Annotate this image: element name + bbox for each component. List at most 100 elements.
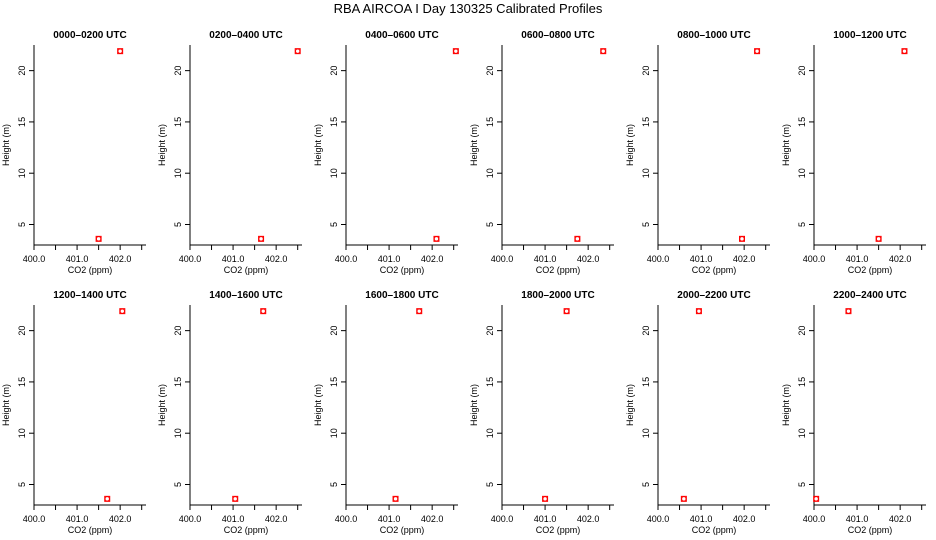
x-tick-label: 402.0 <box>421 254 444 264</box>
y-tick-label: 20 <box>641 66 651 76</box>
panel-7: 1400–1600 UTC 400.0 401.0 402.0 5 10 15 20 CO2 (… <box>157 290 302 535</box>
panel-title: 0800–1000 UTC <box>677 30 750 41</box>
y-tick-label: 20 <box>485 326 495 336</box>
y-tick-label: 5 <box>173 222 183 227</box>
panel-title: 0000–0200 UTC <box>53 30 126 41</box>
y-axis-label: Height (m) <box>781 384 791 426</box>
y-tick-label: 10 <box>173 168 183 178</box>
y-tick-label: 5 <box>17 222 27 227</box>
x-tick-label: 401.0 <box>222 254 245 264</box>
x-axis-label: CO2 (ppm) <box>692 525 737 535</box>
y-tick-label: 10 <box>641 428 651 438</box>
x-tick-label: 402.0 <box>889 514 912 524</box>
y-tick-label: 15 <box>485 117 495 127</box>
data-point-ring <box>117 48 123 54</box>
x-tick-label: 402.0 <box>265 254 288 264</box>
x-tick-label: 400.0 <box>23 254 46 264</box>
x-tick-label: 402.0 <box>421 514 444 524</box>
data-point-ring <box>542 496 548 502</box>
data-point-ring <box>739 236 745 242</box>
x-tick-label: 400.0 <box>179 254 202 264</box>
data-point-ring <box>845 308 852 314</box>
x-axis-label: CO2 (ppm) <box>68 525 113 535</box>
y-axis-label: Height (m) <box>625 384 635 426</box>
data-point-ring <box>754 48 760 54</box>
y-tick-label: 5 <box>797 482 807 487</box>
panel-6: 1200–1400 UTC 400.0 401.0 402.0 5 10 15 20 CO2 (… <box>1 290 146 535</box>
y-tick-label: 10 <box>329 168 339 178</box>
panel-2: 0400–0600 UTC 400.0 401.0 402.0 5 10 15 20 CO2 (… <box>313 30 459 275</box>
panel-0: 0000–0200 UTC 400.0 401.0 402.0 5 10 15 20 CO2 (… <box>1 30 146 275</box>
panel-4: 0800–1000 UTC 400.0 401.0 402.0 5 10 15 20 CO2 (… <box>625 30 770 275</box>
data-point-ring <box>433 236 440 242</box>
y-tick-label: 10 <box>329 428 339 438</box>
x-axis-label: CO2 (ppm) <box>536 265 581 275</box>
data-point-ring <box>294 48 301 54</box>
x-axis-label: CO2 (ppm) <box>380 265 425 275</box>
y-axis-label: Height (m) <box>1 384 11 426</box>
y-axis-label: Height (m) <box>469 384 479 426</box>
panel-title: 0400–0600 UTC <box>365 30 438 41</box>
y-tick-label: 15 <box>641 117 651 127</box>
panel-9: 1800–2000 UTC 400.0 401.0 402.0 5 10 15 20 CO2 (… <box>469 290 614 535</box>
x-tick-label: 400.0 <box>335 254 358 264</box>
x-axis-label: CO2 (ppm) <box>68 265 113 275</box>
y-tick-label: 20 <box>641 326 651 336</box>
panel-8: 1600–1800 UTC 400.0 401.0 402.0 5 10 15 20 CO2 (… <box>313 290 458 535</box>
y-tick-label: 10 <box>17 168 27 178</box>
y-tick-label: 20 <box>329 66 339 76</box>
data-point-ring <box>681 496 687 502</box>
panel-title: 1600–1800 UTC <box>365 290 438 301</box>
y-axis-label: Height (m) <box>469 124 479 166</box>
y-tick-label: 5 <box>329 482 339 487</box>
data-point-ring <box>813 496 819 502</box>
x-tick-label: 400.0 <box>803 254 826 264</box>
y-axis-label: Height (m) <box>157 124 167 166</box>
y-tick-label: 15 <box>329 377 339 387</box>
x-axis-label: CO2 (ppm) <box>848 265 893 275</box>
y-tick-label: 10 <box>485 428 495 438</box>
data-point-ring <box>600 48 606 54</box>
panel-3: 0600–0800 UTC 400.0 401.0 402.0 5 10 15 20 CO2 (… <box>469 30 614 275</box>
x-tick-label: 400.0 <box>23 514 46 524</box>
x-tick-label: 400.0 <box>647 254 670 264</box>
x-tick-label: 400.0 <box>647 514 670 524</box>
y-tick-label: 15 <box>17 117 27 127</box>
y-tick-label: 15 <box>173 117 183 127</box>
y-tick-label: 10 <box>485 168 495 178</box>
y-tick-label: 5 <box>641 222 651 227</box>
x-tick-label: 400.0 <box>491 254 514 264</box>
data-point-ring <box>875 236 882 242</box>
y-tick-label: 15 <box>329 117 339 127</box>
panel-title: 1200–1400 UTC <box>53 290 126 301</box>
y-tick-label: 15 <box>173 377 183 387</box>
data-point-ring <box>258 236 264 242</box>
y-tick-label: 10 <box>797 168 807 178</box>
x-tick-label: 402.0 <box>733 254 756 264</box>
y-tick-label: 20 <box>173 66 183 76</box>
y-tick-label: 10 <box>641 168 651 178</box>
y-tick-label: 5 <box>485 222 495 227</box>
y-tick-label: 5 <box>797 222 807 227</box>
data-point-ring <box>119 308 126 314</box>
y-tick-label: 5 <box>485 482 495 487</box>
y-tick-label: 5 <box>641 482 651 487</box>
x-tick-label: 401.0 <box>222 514 245 524</box>
y-tick-label: 5 <box>329 222 339 227</box>
panel-title: 0200–0400 UTC <box>209 30 282 41</box>
y-axis-label: Height (m) <box>313 124 323 166</box>
y-tick-label: 15 <box>797 117 807 127</box>
panel-grid: 0000–0200 UTC 400.0 401.0 402.0 5 10 15 20 CO2 (… <box>1 30 926 535</box>
x-axis-label: CO2 (ppm) <box>224 525 269 535</box>
y-tick-label: 20 <box>173 326 183 336</box>
y-axis-label: Height (m) <box>781 124 791 166</box>
x-tick-label: 401.0 <box>534 514 557 524</box>
x-tick-label: 401.0 <box>690 254 713 264</box>
y-tick-label: 10 <box>17 428 27 438</box>
x-tick-label: 402.0 <box>577 514 600 524</box>
y-tick-label: 15 <box>17 377 27 387</box>
figure-title: RBA AIRCOA I Day 130325 Calibrated Profi… <box>334 1 603 16</box>
y-tick-label: 10 <box>797 428 807 438</box>
x-tick-label: 401.0 <box>846 254 869 264</box>
